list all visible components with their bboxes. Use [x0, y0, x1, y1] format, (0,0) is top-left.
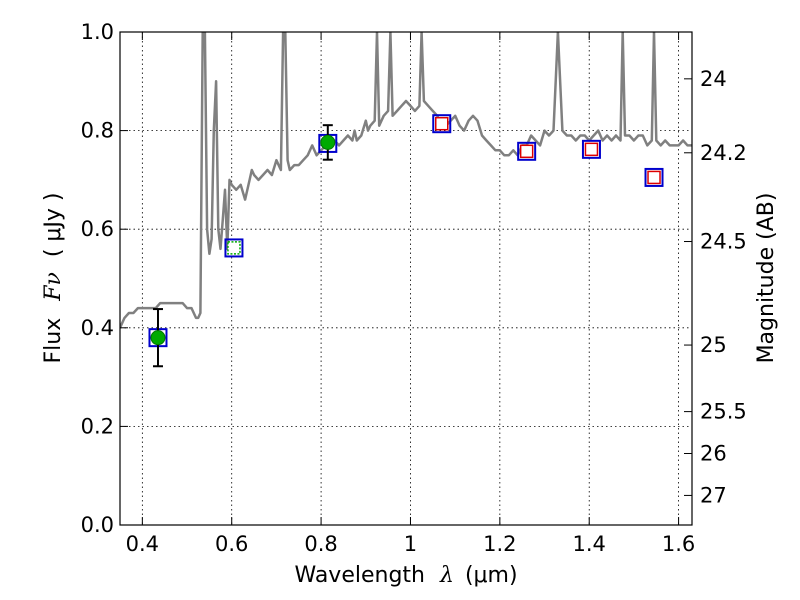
x-tick-label: 0.4	[126, 532, 159, 556]
upper-limit-marker	[227, 241, 241, 255]
model-photometry-square	[581, 139, 601, 159]
x-axis-label: Wavelength λ (μm)	[294, 563, 517, 588]
y-axis-label: Flux Fν ( μJy )	[41, 192, 66, 363]
y-tick-label: 0.0	[81, 513, 114, 537]
y-tick-label: 0.8	[81, 119, 114, 143]
model-photometry-square	[517, 141, 537, 161]
upper-limit-marker	[435, 116, 449, 131]
y2-tick-label: 27	[700, 483, 727, 507]
x-tick-label: 1	[404, 532, 417, 556]
x-tick-label: 0.8	[304, 532, 337, 556]
upper-limit-marker	[647, 170, 661, 185]
photometry-markers	[148, 114, 664, 368]
x-tick-label: 1.2	[483, 532, 516, 556]
observed-point	[320, 134, 336, 150]
x-tick-label: 1.6	[662, 532, 695, 556]
upper-limit-marker	[584, 142, 599, 157]
y2-tick-label: 25	[700, 333, 727, 357]
x-tick-label: 1.4	[573, 532, 606, 556]
y-tick-label: 0.4	[81, 316, 114, 340]
x-tick-label: 0.6	[215, 532, 248, 556]
y2-tick-label: 24.5	[700, 230, 747, 254]
y2-tick-label: 24.2	[700, 141, 747, 165]
model-photometry-square	[432, 114, 452, 134]
plot-frame	[119, 31, 693, 526]
upper-limit-marker	[519, 144, 534, 159]
model-photometry-square	[224, 238, 244, 258]
y-tick-label: 1.0	[81, 20, 114, 44]
y-tick-label: 0.6	[81, 217, 114, 241]
axis-ticks: 0.4 0.6 0.8 1 1.2 1.4 1.6 0.0 0.2 0.4 0.6 0.8 1.0 24 2…	[81, 20, 747, 556]
y2-tick-label: 24	[700, 67, 727, 91]
observed-point	[150, 330, 166, 346]
model-spectrum-line	[120, 32, 692, 329]
y-tick-label: 0.2	[81, 414, 114, 438]
y2-axis-label: Magnitude (AB)	[754, 193, 779, 364]
y2-tick-label: 26	[700, 442, 727, 466]
model-spectrum	[120, 32, 692, 329]
y2-tick-label: 25.5	[700, 400, 747, 424]
model-photometry-square	[644, 167, 664, 187]
